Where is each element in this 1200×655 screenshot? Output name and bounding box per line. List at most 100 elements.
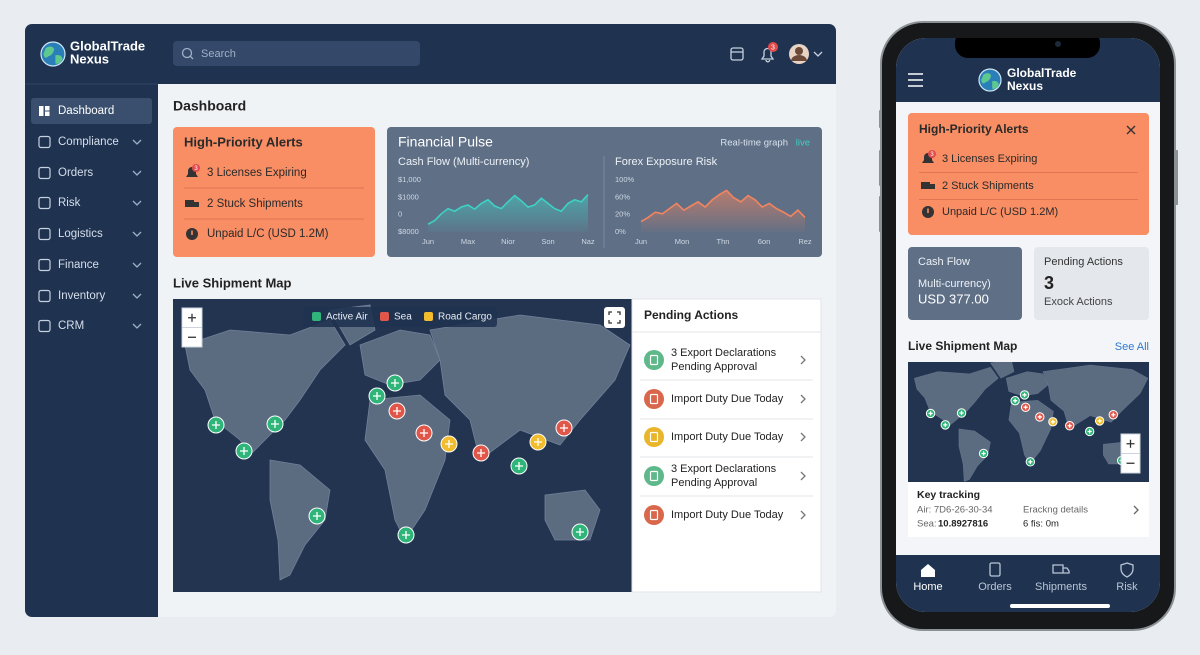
- zoom-button[interactable]: [1120, 433, 1141, 454]
- chevron: [132, 200, 142, 206]
- truck-icon: [185, 200, 194, 207]
- chevron: [800, 432, 806, 442]
- shipment-marker[interactable]: [1010, 395, 1020, 406]
- continent: [958, 428, 991, 482]
- shipment-marker[interactable]: [1035, 412, 1045, 422]
- brand-name: Nexus: [70, 51, 109, 66]
- legend-swatch: [424, 312, 433, 321]
- tab[interactable]: Orders: [978, 562, 1012, 593]
- user-menu[interactable]: [789, 44, 823, 64]
- shipment-marker[interactable]: [440, 435, 458, 453]
- truck-icon: [921, 182, 930, 189]
- avatar-head: [795, 47, 803, 55]
- notification-button[interactable]: 3: [760, 42, 778, 63]
- nav-label: Compliance: [58, 136, 119, 148]
- pending-item[interactable]: Import Duty Due Today: [644, 505, 806, 525]
- nav-icon: [45, 111, 50, 116]
- pending-item[interactable]: 3 Export Declarations Pending Approval: [644, 463, 806, 489]
- pending-icon-glyph: [649, 354, 659, 366]
- globe-ring: [978, 68, 1002, 92]
- alerts-card: [173, 127, 375, 257]
- nav-item[interactable]: Compliance: [38, 135, 142, 149]
- nav-item[interactable]: Logistics: [38, 227, 142, 241]
- see-all-link[interactable]: See All: [1115, 341, 1149, 353]
- shipment-marker[interactable]: [555, 419, 573, 437]
- x-axis-label: Thn: [717, 237, 730, 246]
- tab-icon: [1052, 564, 1070, 574]
- marker-glyph: [981, 451, 986, 456]
- tab[interactable]: Home: [913, 564, 943, 593]
- nav-icon: [39, 106, 44, 116]
- menu-button[interactable]: [908, 73, 923, 87]
- zoom-button[interactable]: [181, 327, 203, 348]
- alerts-card: [908, 113, 1149, 235]
- tab[interactable]: Shipments: [1035, 564, 1087, 593]
- tracking-eta: 6 fis: 0m: [1023, 519, 1059, 530]
- shipment-marker[interactable]: [1094, 416, 1105, 426]
- pending-card[interactable]: Pending Actions 3 Exock Actions: [1034, 247, 1149, 320]
- zoom-button[interactable]: [1120, 453, 1141, 474]
- pending-icon-glyph: [649, 509, 659, 521]
- shipment-marker[interactable]: [1025, 457, 1036, 467]
- shipment-marker[interactable]: [308, 507, 326, 525]
- avatar-body: [791, 55, 807, 61]
- pending-item[interactable]: Import Duty Due Today: [644, 389, 806, 409]
- nav-item[interactable]: CRM: [38, 319, 142, 333]
- alert-item: Unpaid L/C (USD 1.2M): [942, 206, 1058, 218]
- shipment-marker[interactable]: [1065, 421, 1075, 431]
- shipment-marker[interactable]: [397, 526, 415, 544]
- marker-glyph: [212, 421, 220, 429]
- shipment-marker[interactable]: [1084, 426, 1095, 437]
- tab[interactable]: Risk: [1116, 562, 1138, 593]
- phone-button: [879, 150, 882, 186]
- search-box[interactable]: Search: [173, 41, 420, 66]
- card-title: Cash Flow: [918, 256, 970, 268]
- shipment-marker[interactable]: [925, 408, 936, 419]
- shipment-marker[interactable]: [388, 402, 406, 420]
- pending-icon: [644, 350, 664, 370]
- shipment-marker[interactable]: [235, 442, 253, 460]
- nav-item[interactable]: Inventory: [38, 289, 142, 303]
- nav-icon: [38, 319, 51, 333]
- shipment-marker[interactable]: [472, 444, 490, 462]
- shipment-marker[interactable]: [529, 433, 547, 451]
- shipment-marker[interactable]: [368, 387, 386, 405]
- continent: [269, 459, 331, 581]
- zoom-button[interactable]: [181, 307, 203, 328]
- shipment-marker[interactable]: [415, 424, 433, 442]
- shipment-marker[interactable]: [1020, 402, 1031, 412]
- shipment-marker[interactable]: [510, 457, 528, 475]
- marker-glyph: [1050, 419, 1056, 424]
- cash-card[interactable]: Cash Flow Multi-currency)USD 377.00: [908, 247, 1022, 320]
- calendar-button[interactable]: [730, 47, 744, 61]
- tab-icon: [921, 564, 935, 577]
- nav-item[interactable]: Dashboard: [31, 98, 152, 124]
- shipment-marker[interactable]: [571, 523, 589, 541]
- shipment-marker[interactable]: [266, 415, 284, 433]
- nav-item[interactable]: Orders: [38, 166, 142, 180]
- chart-title: Cash Flow (Multi-currency): [398, 156, 529, 168]
- shipment-marker[interactable]: [207, 416, 225, 434]
- truck-icon: [930, 184, 935, 189]
- fullscreen-button[interactable]: [604, 307, 625, 328]
- map-land: [914, 362, 1149, 482]
- shipment-marker[interactable]: [978, 448, 989, 459]
- nav-item[interactable]: Finance: [38, 258, 142, 272]
- shipment-marker[interactable]: [940, 420, 950, 430]
- pending-icon-glyph: [649, 470, 659, 482]
- shipment-marker[interactable]: [956, 408, 967, 418]
- alerts-title: High-Priority Alerts: [184, 134, 303, 149]
- shipment-marker[interactable]: [1108, 410, 1118, 420]
- nav-item[interactable]: Risk: [38, 196, 142, 210]
- shipment-marker[interactable]: [386, 374, 404, 392]
- pending-item[interactable]: 3 Export Declarations Pending Approval: [644, 347, 806, 373]
- shipment-marker[interactable]: [1019, 390, 1030, 400]
- pending-icon-glyph: [649, 393, 659, 405]
- shipment-marker[interactable]: [1048, 417, 1058, 427]
- pending-item[interactable]: Import Duty Due Today: [644, 427, 806, 447]
- globe-ring: [40, 41, 66, 67]
- close-button[interactable]: [1126, 125, 1136, 135]
